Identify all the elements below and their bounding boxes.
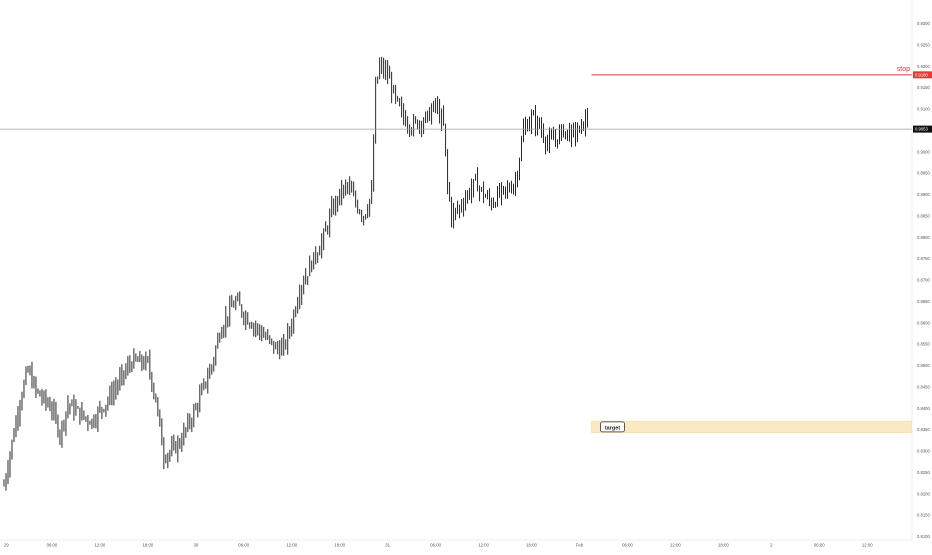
time-tick-label: 06:00 xyxy=(622,543,633,548)
price-tick-label: 0.8500 xyxy=(917,363,930,368)
price-tick-label: 0.9300 xyxy=(917,21,930,26)
time-tick-label: 29 xyxy=(4,543,9,548)
price-axis[interactable]: 0.93000.92500.92000.91500.91000.90500.90… xyxy=(911,0,932,550)
price-tick-label: 0.9150 xyxy=(917,85,930,90)
last-price-label: 0.9053 xyxy=(915,127,928,132)
target-label-box xyxy=(600,421,625,433)
ohlc-bars xyxy=(3,56,588,491)
price-tick-label: 0.9250 xyxy=(917,42,930,47)
price-tick-label: 0.8200 xyxy=(917,491,930,496)
time-tick-label: 18:00 xyxy=(526,543,537,548)
time-tick-label: Feb xyxy=(576,543,584,548)
time-tick-label: 06:00 xyxy=(47,543,58,548)
stop-label: stop xyxy=(897,66,910,73)
price-tick-label: 0.8550 xyxy=(917,342,930,347)
time-tick-label: 18:00 xyxy=(334,543,345,548)
target-zone[interactable] xyxy=(591,420,913,433)
time-tick-label: 18:00 xyxy=(718,543,729,548)
price-tick-label: 0.8150 xyxy=(917,513,930,518)
price-tick-label: 0.8400 xyxy=(917,406,930,411)
stop-price-label: 0.9180 xyxy=(915,72,928,77)
price-tick-label: 0.8300 xyxy=(917,449,930,454)
price-tick-label: 0.8600 xyxy=(917,320,930,325)
price-tick-label: 0.8650 xyxy=(917,299,930,304)
time-tick-label: 18:00 xyxy=(142,543,153,548)
last-price-badge xyxy=(913,125,932,133)
time-tick-label: 06:00 xyxy=(430,543,441,548)
price-tick-label: 0.8700 xyxy=(917,278,930,283)
plot-background[interactable] xyxy=(0,0,912,540)
price-tick-label: 0.8250 xyxy=(917,470,930,475)
time-tick-label: 30 xyxy=(193,543,198,548)
target-label: target xyxy=(605,425,620,431)
price-tick-label: 0.8900 xyxy=(917,192,930,197)
time-axis[interactable]: 29 06:00 12:00 18:00 30 06:00 12:00 18:00 31 06:0… xyxy=(0,539,932,550)
price-tick-label: 0.8850 xyxy=(917,213,930,218)
time-tick-label: 12:00 xyxy=(286,543,297,548)
price-tick-label: 0.8750 xyxy=(917,256,930,261)
price-tick-label: 0.8350 xyxy=(917,427,930,432)
target-zone-layer: target xyxy=(591,420,913,433)
price-tick-label: 0.8100 xyxy=(917,534,930,539)
time-tick-label: 12:00 xyxy=(95,543,106,548)
time-tick-label: 12:00 xyxy=(862,543,873,548)
time-tick-label: 12:00 xyxy=(670,543,681,548)
time-tick-label: 2 xyxy=(770,543,773,548)
price-tick-label: 0.9200 xyxy=(917,64,930,69)
time-tick-label: 06:00 xyxy=(814,543,825,548)
stop-price-badge xyxy=(913,71,932,79)
price-axis-background[interactable] xyxy=(912,0,932,550)
price-tick-label: 0.8450 xyxy=(917,384,930,389)
price-tick-label: 0.8800 xyxy=(917,235,930,240)
level-lines: stop xyxy=(0,66,912,130)
price-tick-label: 0.9100 xyxy=(917,107,930,112)
price-tick-label: 0.8950 xyxy=(917,171,930,176)
plot-area[interactable] xyxy=(0,0,912,540)
time-tick-label: 06:00 xyxy=(238,543,249,548)
time-tick-label: 12:00 xyxy=(478,543,489,548)
time-axis-background[interactable] xyxy=(0,540,932,550)
time-tick-label: 31 xyxy=(385,543,390,548)
price-tick-label: 0.9000 xyxy=(917,149,930,154)
